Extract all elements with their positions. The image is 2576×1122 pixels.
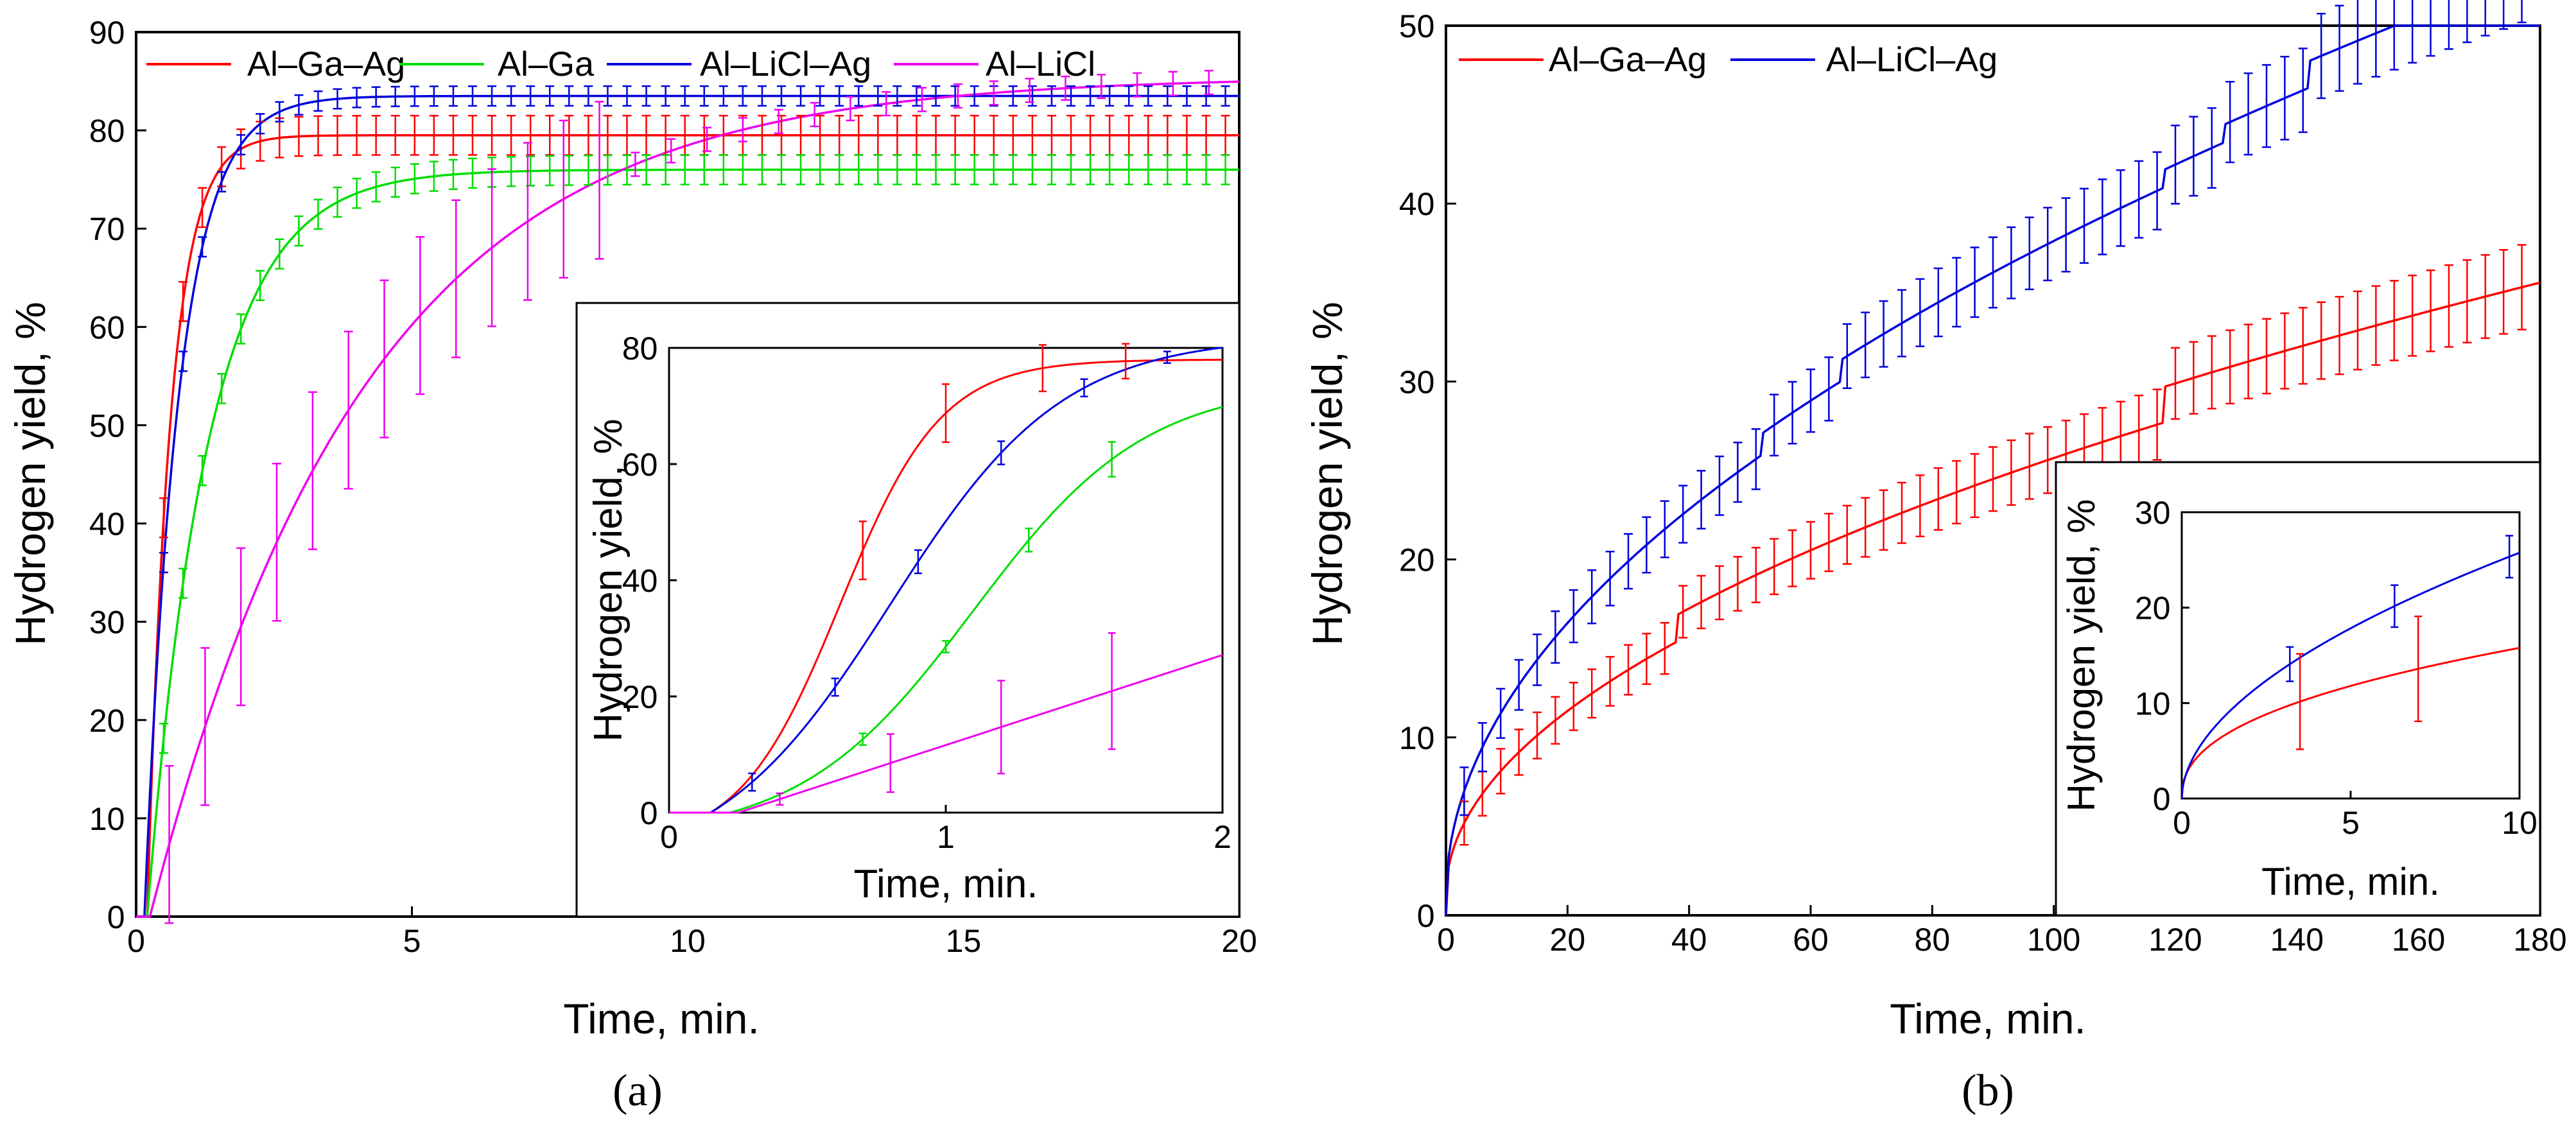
y-tick-label: 10 xyxy=(1399,720,1435,756)
y-tick-label: 30 xyxy=(2135,495,2171,531)
x-tick-label: 60 xyxy=(1793,922,1829,958)
x-tick-label: 80 xyxy=(1915,922,1951,958)
legend-a-label-al-licl: Al–LiCl xyxy=(986,45,1095,83)
series-line-al-ga xyxy=(136,168,1239,918)
y-tick-label: 20 xyxy=(89,703,125,739)
chart-b-inset-y-axis-label: Hydrogen yield, % xyxy=(2060,499,2103,812)
chart-b-curves xyxy=(1445,0,2541,916)
y-tick-label: 0 xyxy=(1417,898,1435,934)
x-tick-label: 160 xyxy=(2392,922,2445,958)
y-tick-label: 30 xyxy=(1399,364,1435,400)
y-tick-label: 40 xyxy=(1399,186,1435,222)
y-tick-label: 60 xyxy=(622,447,658,483)
chart-a-curves xyxy=(136,69,1240,924)
chart-b-inset-ticks: 0 5 10 0 10 20 30 xyxy=(2135,495,2537,841)
y-tick-label: 20 xyxy=(1399,542,1435,578)
y-tick-label: 10 xyxy=(2135,686,2171,721)
x-tick-label: 40 xyxy=(1671,922,1707,958)
y-tick-label: 50 xyxy=(89,408,125,444)
x-tick-label: 140 xyxy=(2270,922,2324,958)
y-tick-label: 20 xyxy=(2135,591,2171,626)
y-tick-label: 0 xyxy=(107,899,125,935)
chart-b-panel-label: (b) xyxy=(1962,1066,2014,1116)
chart-a-inset-curves xyxy=(669,343,1223,814)
legend-a-label-al-ga: Al–Ga xyxy=(498,45,595,83)
chart-b-x-axis-label: Time, min. xyxy=(1890,995,2086,1042)
legend-b-label-al-ga-ag: Al–Ga–Ag xyxy=(1549,40,1707,79)
chart-b-inset-curves xyxy=(2180,535,2520,799)
y-tick-label: 30 xyxy=(89,605,125,641)
y-tick-label: 40 xyxy=(89,506,125,542)
y-tick-label: 40 xyxy=(622,563,658,599)
legend-a-label-al-ga-ag: Al–Ga–Ag xyxy=(247,45,405,83)
legend-b-label-al-licl-ag: Al–LiCl–Ag xyxy=(1826,40,1997,79)
x-tick-label: 5 xyxy=(403,923,421,959)
series-line-al-ga-ag xyxy=(2180,646,2520,799)
series-line-al-licl-ag xyxy=(136,94,1239,918)
chart-a-inset-x-axis-label: Time, min. xyxy=(853,862,1038,906)
chart-a-inset-background xyxy=(575,302,1240,918)
legend-a-label-al-licl-ag: Al–LiCl–Ag xyxy=(700,45,871,83)
x-tick-label: 2 xyxy=(1214,819,1231,855)
x-tick-label: 100 xyxy=(2027,922,2080,958)
y-tick-label: 60 xyxy=(89,309,125,345)
series-line-al-ga-ag xyxy=(136,134,1239,918)
series-line-al-licl-ag xyxy=(669,347,1223,814)
x-tick-label: 0 xyxy=(660,819,678,855)
chart-b-y-axis-label: Hydrogen yield, % xyxy=(1303,302,1351,646)
chart-a-panel-label: (a) xyxy=(613,1066,663,1116)
x-tick-label: 0 xyxy=(2173,805,2191,841)
x-tick-label: 0 xyxy=(127,923,145,959)
series-line-al-licl-ag xyxy=(2180,551,2520,799)
x-tick-label: 10 xyxy=(670,923,706,959)
x-tick-label: 0 xyxy=(1437,922,1455,958)
chart-a-inset-y-axis-label: Hydrogen yield, % xyxy=(586,419,631,741)
series-line-al-licl xyxy=(669,654,1223,814)
y-tick-label: 0 xyxy=(640,795,658,831)
chart-b-legend: Al–Ga–Ag Al–LiCl–Ag xyxy=(1459,40,1997,79)
chart-a-legend: Al–Ga–Ag Al–Ga Al–LiCl–Ag Al–LiCl xyxy=(146,45,1095,83)
chart-b-inset: 0 5 10 0 10 20 30 Time, min. Hydrogen yield, % xyxy=(2055,461,2541,917)
y-tick-label: 80 xyxy=(89,113,125,149)
series-line-al-licl xyxy=(136,80,1240,918)
y-tick-label: 50 xyxy=(1399,8,1435,44)
x-tick-label: 120 xyxy=(2148,922,2202,958)
chart-a-x-axis-label: Time, min. xyxy=(563,995,760,1042)
chart-a-y-axis-label: Hydrogen yield, % xyxy=(6,302,54,646)
x-tick-label: 20 xyxy=(1221,923,1257,959)
y-tick-label: 10 xyxy=(89,801,125,837)
y-tick-label: 0 xyxy=(2153,781,2171,817)
y-tick-label: 80 xyxy=(622,331,658,367)
chart-b-inset-x-axis-label: Time, min. xyxy=(2261,860,2440,903)
y-tick-label: 70 xyxy=(89,211,125,247)
y-tick-label: 90 xyxy=(89,15,125,51)
x-tick-label: 1 xyxy=(937,819,955,855)
chart-b-inset-background xyxy=(2055,461,2541,917)
x-tick-label: 15 xyxy=(946,923,982,959)
y-tick-label: 20 xyxy=(622,679,658,715)
x-tick-label: 180 xyxy=(2513,922,2566,958)
x-tick-label: 5 xyxy=(2342,805,2360,841)
x-tick-label: 20 xyxy=(1550,922,1586,958)
x-tick-label: 10 xyxy=(2502,805,2537,841)
